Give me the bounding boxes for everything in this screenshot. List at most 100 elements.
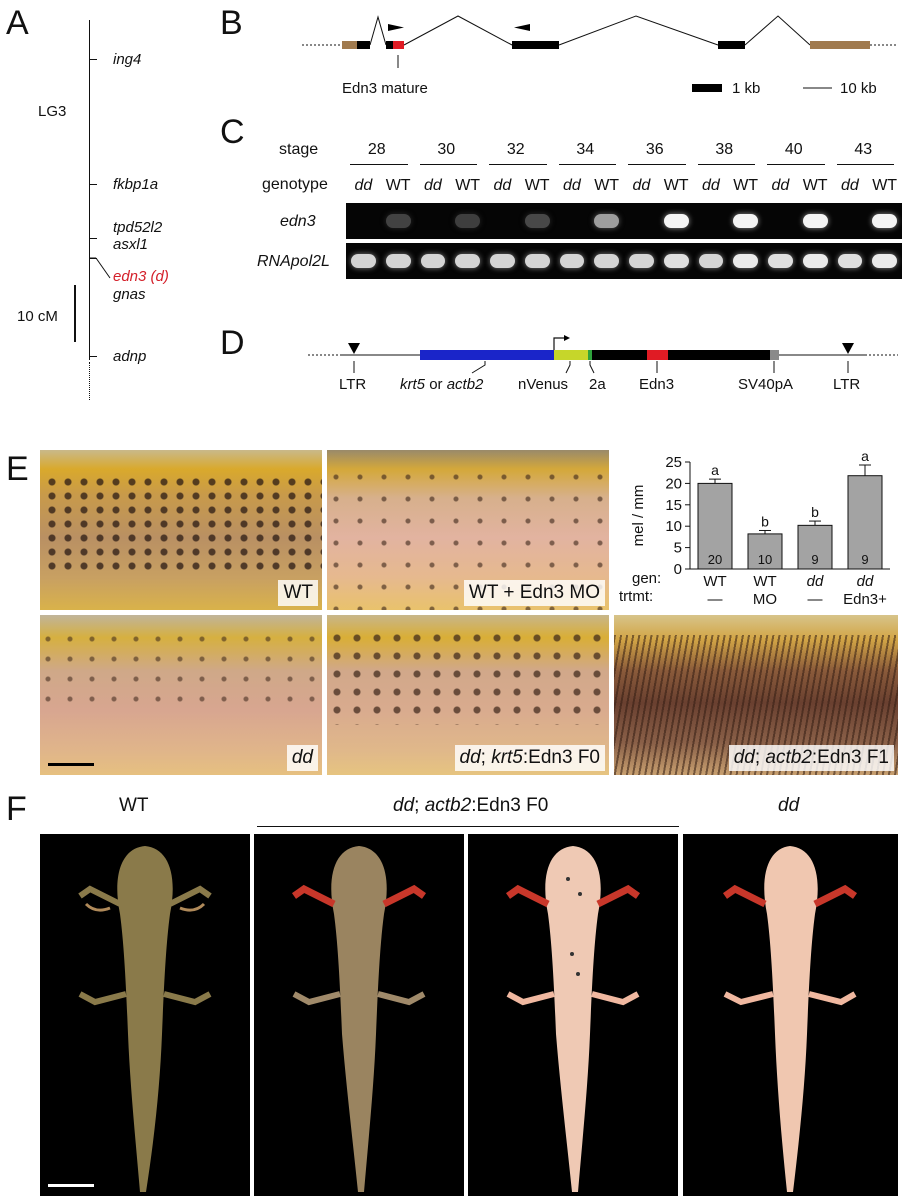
scale-label-10cm: 10 cM [17,308,58,325]
panel-c-label: C [220,113,245,151]
pol2-band [559,254,585,268]
panel-f-label: F [6,790,27,828]
label-krt5: krt5 [400,376,426,393]
photo-wt: WT [40,450,322,610]
pol2-band [698,254,724,268]
tick-adnp [89,356,97,357]
sample-size: 9 [811,552,818,567]
y-tick-label: 25 [665,454,682,471]
melanophore-texture [40,631,322,705]
label-promoter: krt5 or actb2 [400,377,483,392]
genotype-label: WT [385,177,411,194]
tick-ing4 [89,59,97,60]
edn3-band [455,214,480,228]
edn3-mature-exon [393,41,404,49]
label-2a: 2a [589,376,606,393]
label-or: or [429,376,443,393]
significance-letter: b [811,504,819,520]
larva-panel-dd [683,834,898,1196]
larva-panel-actb2-1 [254,834,464,1196]
scale-bar-f [48,1184,94,1187]
pol2-band [351,254,376,268]
twoa-block [588,350,592,360]
larva-actb2-2 [505,846,641,1192]
genotype-header-row: dd WT dd WT dd WT dd WT dd WT dd WT dd WT dd WT [346,176,902,196]
bar [847,475,883,570]
genotype-label: WT [802,177,828,194]
tick-tpd52l2 [89,238,97,239]
photo-label-wt-mo: WT + Edn3 MO [463,580,605,606]
photo-wt-mo: WT + Edn3 MO [327,450,609,610]
pol2-band [768,254,793,268]
pol2-band [524,254,550,268]
gel-row-label-rnapol2l: RNApol2L [257,253,330,270]
edn3-band [524,214,550,228]
f-label-actb2: dd; actb2:Edn3 F0 [393,796,548,815]
ltr-left-triangle [348,343,360,354]
gel-row-label-edn3: edn3 [280,213,316,230]
primer-reverse-arrow [514,24,530,31]
label-nvenus: nVenus [518,376,569,393]
gen-value: dd [807,573,824,590]
pol2-band [385,254,411,268]
stage-label: 38 [715,141,734,158]
y-tick-label: 20 [665,475,682,492]
gene-structure-diagram [302,15,898,92]
gene-tpd52l2: tpd52l2 [113,219,163,236]
nvenus-block [554,350,588,360]
mature-label: Edn3 mature [342,80,428,97]
larva-panel-wt [40,834,250,1196]
f-label-actb2-text: dd; actb2:Edn3 F0 [393,795,549,816]
chromosome-line [89,20,90,360]
stage-label: 30 [437,141,456,158]
cds-block-1 [592,350,647,360]
panel-d-label: D [220,324,245,362]
genotype-row-label: genotype [262,176,328,193]
significance-letter: b [761,513,769,529]
gen-row-label: gen: [632,570,662,587]
melanophore-texture [40,472,322,575]
f-label-dd: dd [778,795,800,816]
chromosome-dotted-top [89,20,90,40]
trtmt-value: Edn3+ [843,591,887,608]
photo-dd: dd [40,615,322,775]
exon-4 [718,41,745,49]
gene-gnas: gnas [113,286,146,303]
pol2-band [455,254,480,268]
scale-exon-bar [692,84,722,92]
scale-exon-label: 1 kb [732,80,761,97]
scale-bar-10cm [74,285,76,342]
stage-underline [628,164,686,165]
stage-label: 32 [506,141,525,158]
stage-underline [350,164,408,165]
edn3-band [594,214,619,228]
sample-size: 20 [708,552,722,567]
pol2-band [872,254,897,268]
significance-letter: a [711,462,719,478]
pol2-band [629,254,654,268]
linkage-map: LG3 ing4 fkbp1a tpd52l2 asxl1 edn3 (d) g… [0,0,200,410]
gen-value: WT [753,573,776,590]
label-ltr-right: LTR [833,376,861,393]
ltr-right-triangle [842,343,854,354]
transcription-start-arrow [553,337,564,350]
trtmt-value: MO [753,591,777,608]
gene-edn3-highlight: edn3 (d) [113,268,169,285]
stage-row-label: stage [279,141,319,158]
sample-size: 9 [861,552,868,567]
chromosome-dotted-bottom [89,362,90,400]
genotype-label: WT [872,177,898,194]
photo-label-wt: WT [278,580,318,606]
y-tick-label: 15 [665,497,682,514]
pol2-band [733,254,758,268]
gel-rnapol2l [346,243,902,279]
utr-5prime [342,41,357,49]
genotype-label: WT [455,177,481,194]
stage-underline [419,164,477,165]
y-tick-label: 5 [674,540,682,557]
stage-label: 36 [645,141,664,158]
edn3-band [733,214,758,228]
chromosome-label: LG3 [38,103,67,120]
stage-label: 40 [784,141,803,158]
y-tick-label: 0 [674,561,682,578]
